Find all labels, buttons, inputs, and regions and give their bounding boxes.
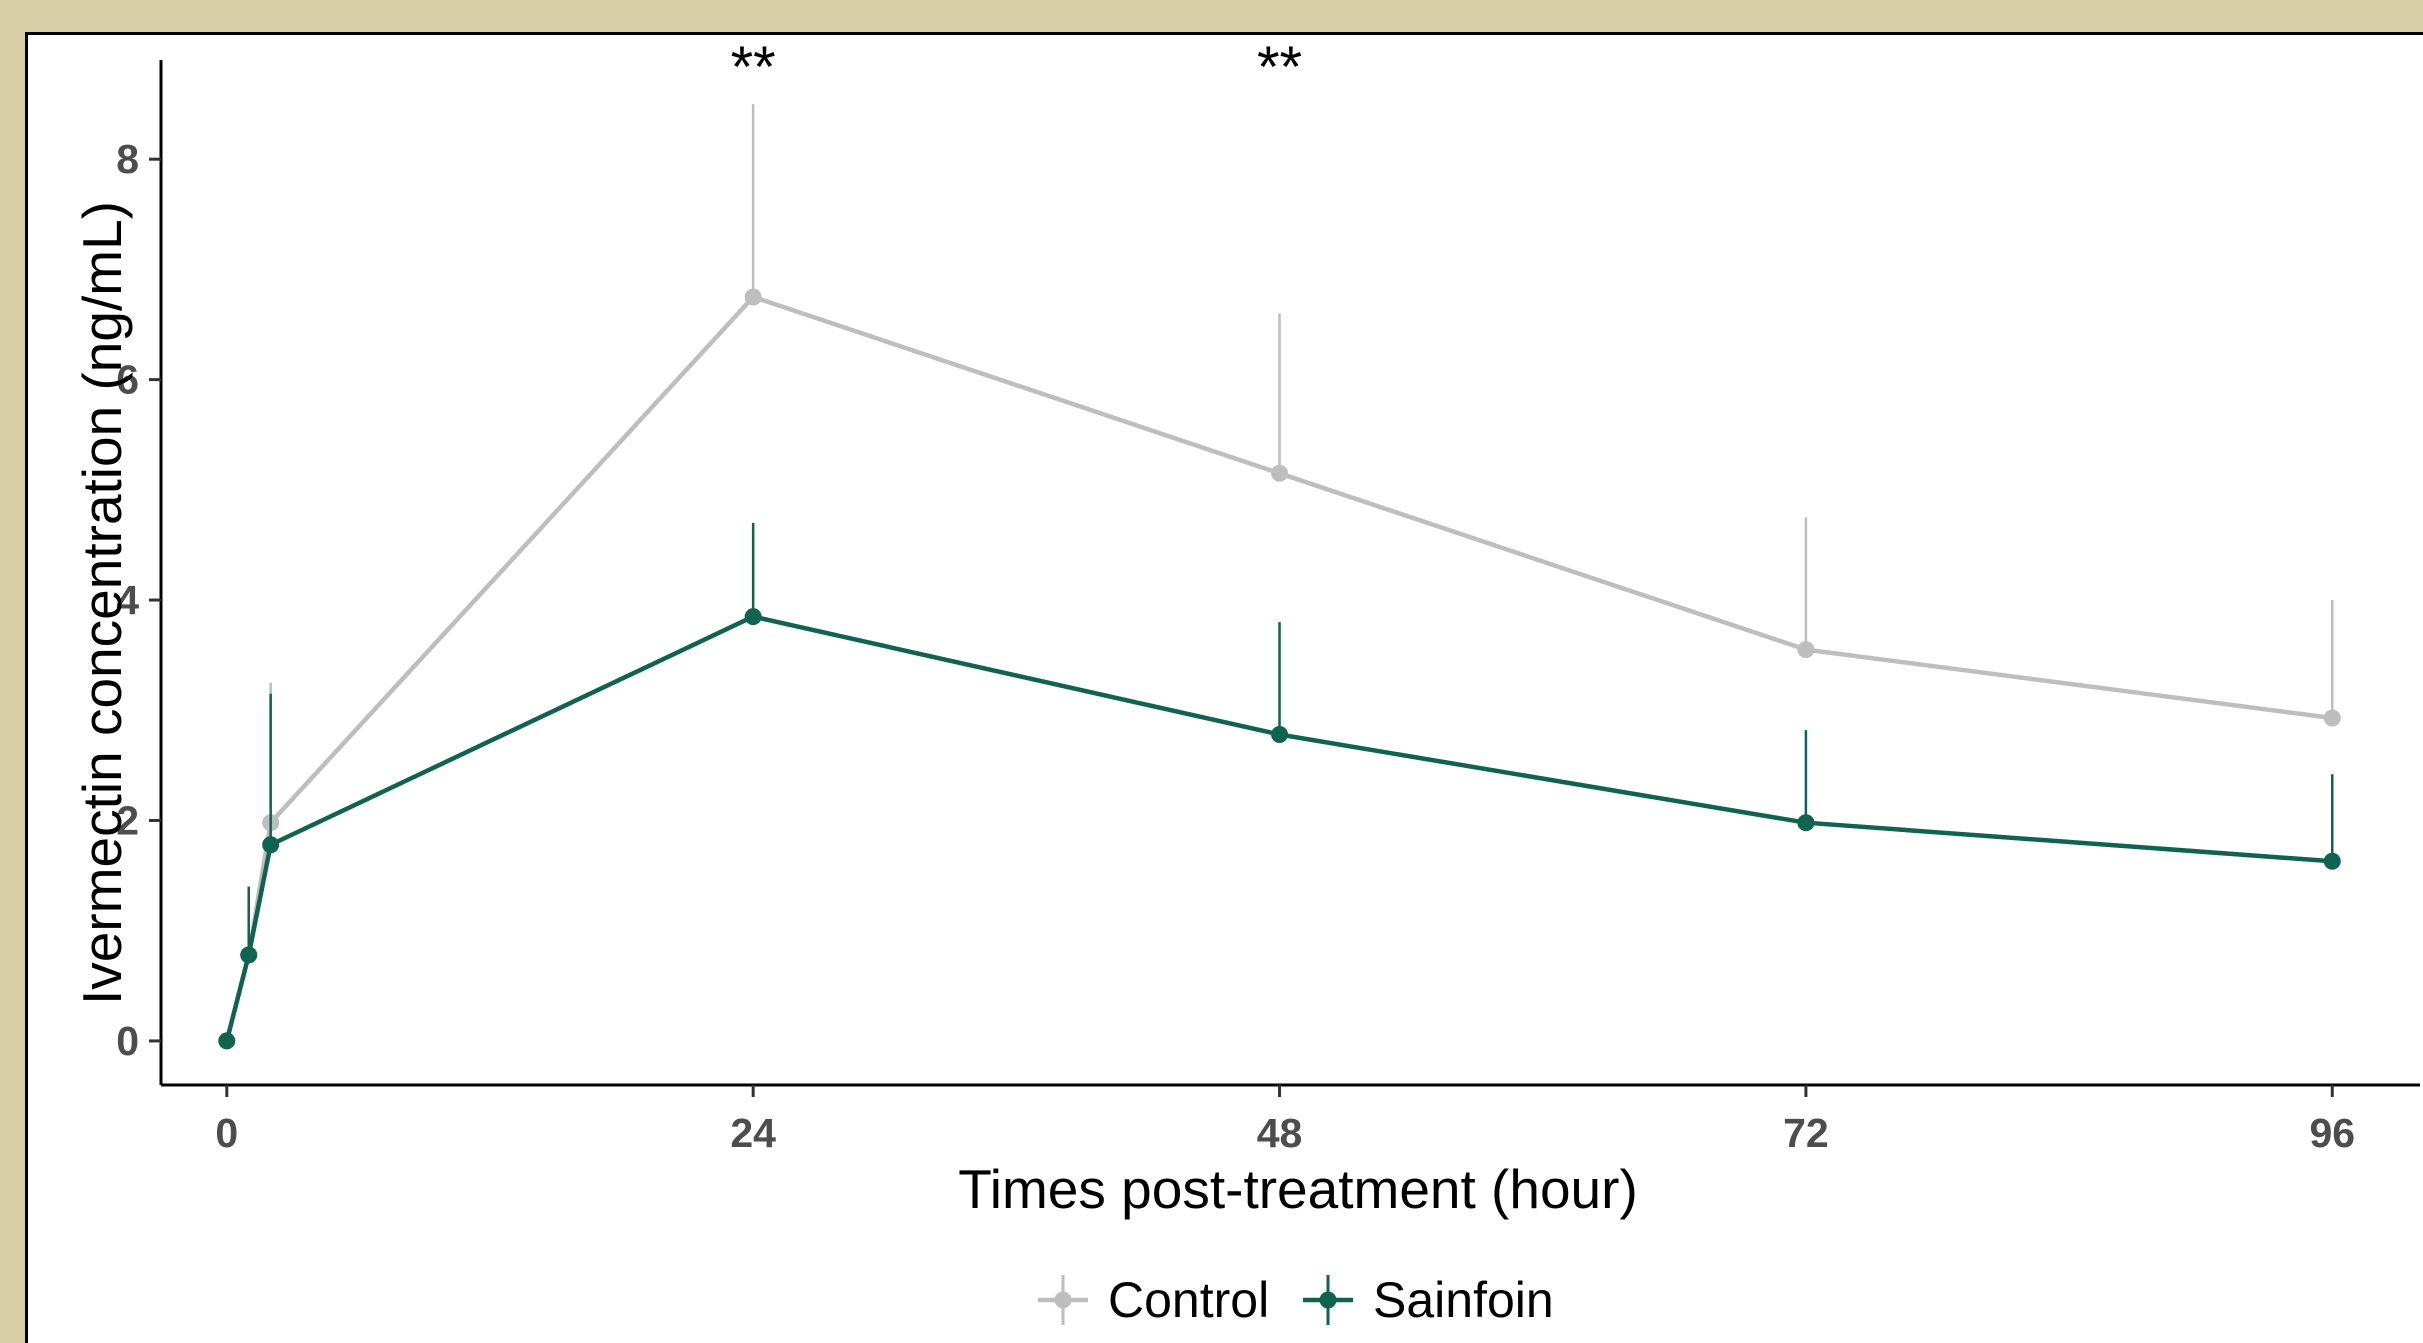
series-layer	[218, 104, 2341, 1050]
data-point	[1797, 814, 1815, 832]
significance-marker: **	[1257, 35, 1302, 100]
axes	[159, 60, 2420, 1087]
legend-label: Sainfoin	[1373, 1272, 1554, 1328]
x-tick-label: 0	[215, 1110, 238, 1156]
legend-item-control: Control	[1038, 1272, 1269, 1328]
y-tick-label: 4	[116, 577, 139, 623]
data-point	[2323, 709, 2341, 727]
data-point	[744, 288, 762, 306]
legend-item-sainfoin: Sainfoin	[1303, 1272, 1554, 1328]
significance-annotations: ** **	[731, 35, 1303, 100]
data-point	[240, 946, 258, 964]
y-tick-label: 6	[116, 357, 139, 403]
data-point	[1271, 726, 1289, 744]
legend-label: Control	[1108, 1272, 1269, 1328]
legend: Control Sainfoin	[1038, 1272, 1554, 1328]
x-tick-label: 48	[1257, 1110, 1303, 1156]
data-point	[1271, 464, 1289, 482]
y-axis-ticks: 0 2 4 6 8	[116, 136, 161, 1064]
x-tick-label: 72	[1783, 1110, 1829, 1156]
x-axis-ticks: 0 24 48 72 96	[215, 1085, 2355, 1156]
significance-marker: **	[731, 35, 776, 100]
x-tick-label: 96	[2309, 1110, 2355, 1156]
y-tick-label: 8	[116, 136, 139, 182]
y-tick-label: 0	[116, 1018, 139, 1064]
x-tick-label: 24	[730, 1110, 776, 1156]
series-control	[218, 104, 2341, 1050]
y-tick-label: 2	[116, 797, 139, 843]
y-axis-title: Ivermectin concentration (ng/mL)	[71, 201, 133, 1005]
data-point	[2323, 852, 2341, 870]
data-point	[1797, 641, 1815, 659]
data-point	[262, 836, 280, 854]
data-point	[744, 608, 762, 626]
data-point	[218, 1032, 236, 1050]
legend-key-point	[1319, 1291, 1337, 1309]
series-sainfoin	[218, 522, 2341, 1050]
legend-key-point	[1054, 1291, 1072, 1309]
x-axis-title: Times post-treatment (hour)	[958, 1158, 1638, 1220]
